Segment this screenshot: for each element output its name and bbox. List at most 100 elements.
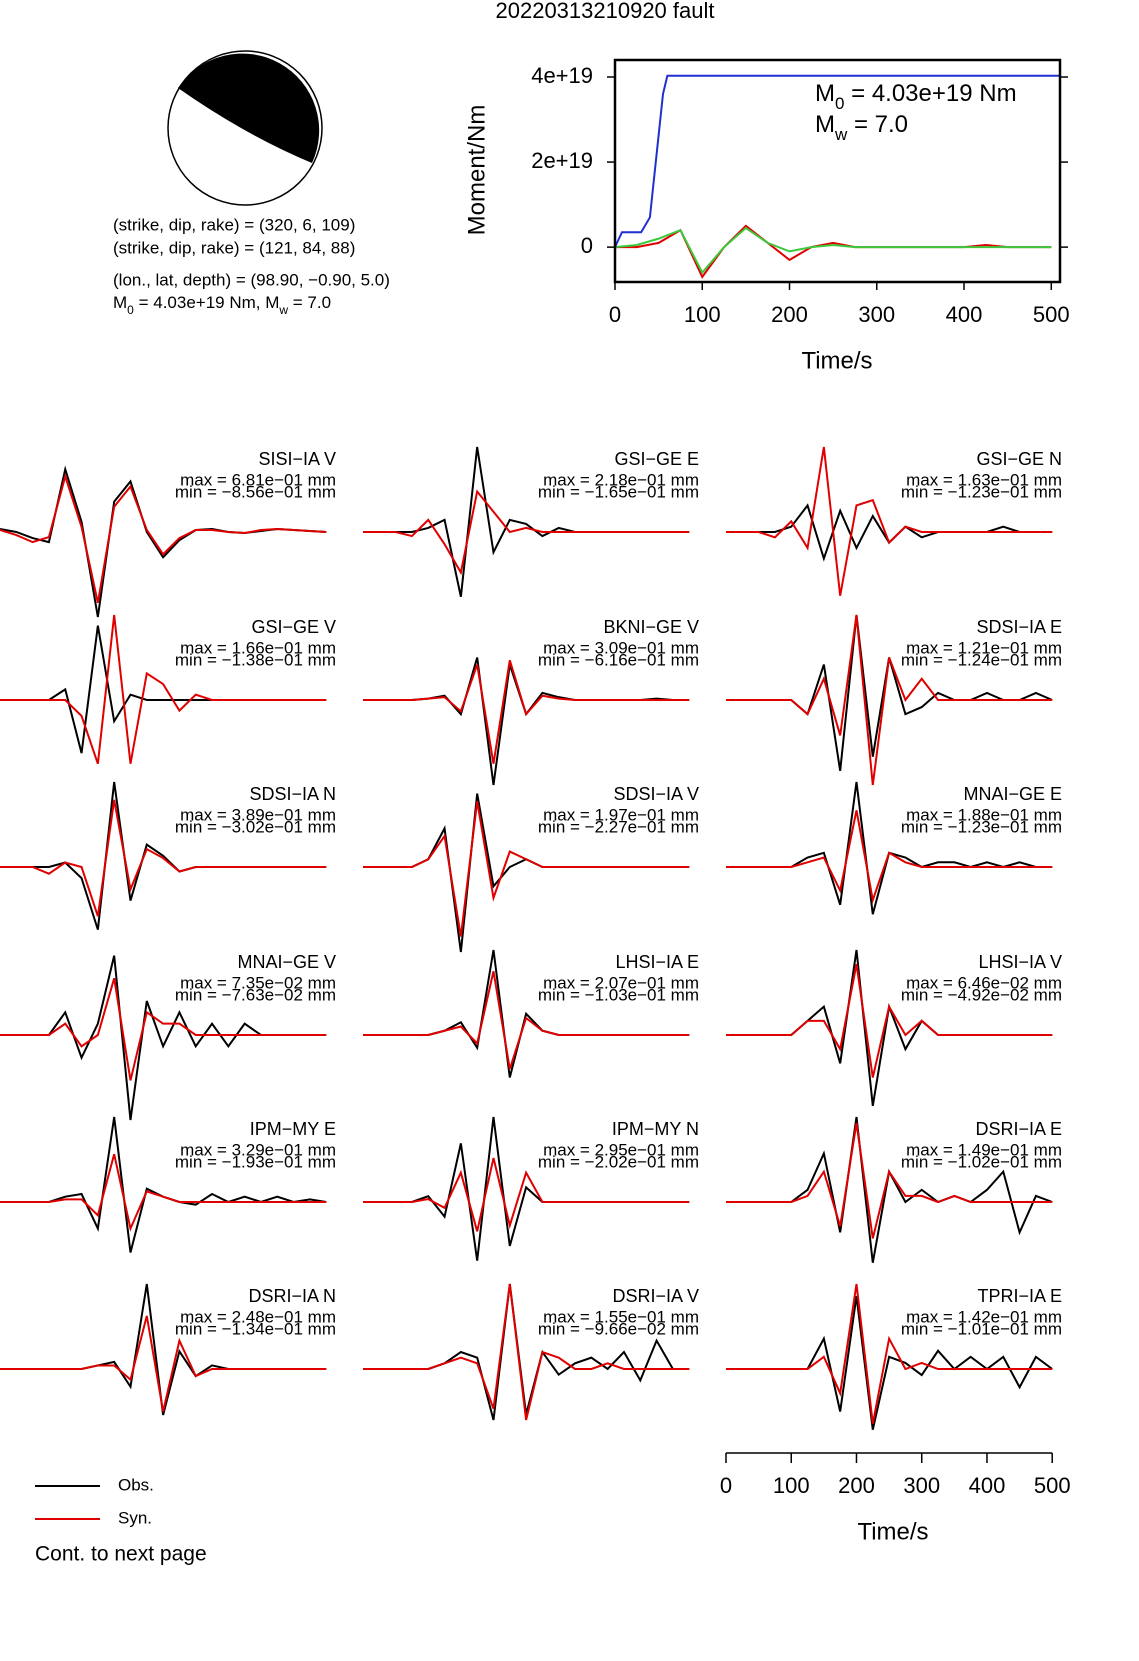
synthetic-trace: [0, 1153, 327, 1232]
station-label: TPRI−IA E: [977, 1286, 1062, 1306]
y-tick-label: 0: [581, 233, 593, 258]
footer-note: Cont. to next page: [35, 1543, 207, 1566]
max-label: max = 1.63e−01 mm: [906, 470, 1062, 489]
synthetic-trace: [726, 1122, 1053, 1239]
min-label: min = −1.24e−01 mm: [901, 650, 1062, 669]
station-label: DSRI−IA V: [612, 1286, 699, 1306]
min-label: min = −1.93e−01 mm: [175, 1152, 336, 1171]
moment-line: [614, 74, 1060, 248]
min-label: min = −1.23e−01 mm: [901, 482, 1062, 501]
max-label: max = 3.09e−01 mm: [543, 638, 699, 657]
subscript-text: Mw = 7.0: [815, 111, 908, 144]
focal-text: (strike, dip, rake) = (320, 6, 109): [113, 215, 355, 234]
synthetic-trace: [726, 963, 1053, 1078]
text-part: = 7.0: [288, 293, 331, 312]
synthetic-trace: [0, 472, 327, 604]
x-tick-label: 500: [1033, 302, 1070, 327]
station-label: GSI−GE N: [976, 449, 1062, 469]
x-tick-label: 0: [609, 302, 621, 327]
synthetic-trace: [726, 810, 1053, 904]
max-label: max = 2.48e−01 mm: [180, 1307, 336, 1326]
min-label: min = −1.01e−01 mm: [901, 1319, 1062, 1338]
station-label: LHSI−IA E: [615, 952, 699, 972]
max-label: max = 1.66e−01 mm: [180, 638, 336, 657]
min-label: min = −9.66e−02 mm: [538, 1319, 699, 1338]
x-tick-label: 200: [771, 302, 808, 327]
x-tick-label: 300: [903, 1473, 940, 1498]
min-label: min = −1.02e−01 mm: [901, 1152, 1062, 1171]
min-label: min = −2.27e−01 mm: [538, 817, 699, 836]
y-tick-label: 2e+19: [531, 148, 593, 173]
max-label: max = 1.55e−01 mm: [543, 1307, 699, 1326]
max-label: max = 2.18e−01 mm: [543, 470, 699, 489]
x-axis-label: Time/s: [857, 1518, 928, 1545]
y-tick-label: 4e+19: [531, 63, 593, 88]
x-tick-label: 400: [969, 1473, 1006, 1498]
max-label: max = 2.95e−01 mm: [543, 1140, 699, 1159]
subscript: 0: [835, 94, 844, 113]
x-tick-label: 100: [773, 1473, 810, 1498]
station-label: SDSI−IA V: [613, 784, 699, 804]
figure-title: 20220313210920 fault: [496, 0, 715, 23]
max-label: max = 1.42e−01 mm: [906, 1307, 1062, 1326]
station-label: SDSI−IA N: [249, 784, 336, 804]
synthetic-trace: [363, 660, 690, 764]
text-part: = 4.03e+19 Nm: [844, 80, 1016, 107]
x-tick-label: 0: [720, 1473, 732, 1498]
min-label: min = −3.02e−01 mm: [175, 817, 336, 836]
max-label: max = 1.21e−01 mm: [906, 638, 1062, 657]
plot-frame: [613, 58, 1062, 284]
station-label: BKNI−GE V: [603, 617, 699, 637]
beachball: [167, 50, 323, 206]
min-label: min = −6.16e−01 mm: [538, 650, 699, 669]
min-label: min = −7.63e−02 mm: [175, 985, 336, 1004]
text-part: = 4.03e+19 Nm, M: [134, 293, 280, 312]
moment-line: [614, 226, 1052, 275]
synthetic-trace: [726, 1283, 1053, 1424]
min-label: min = −8.56e−01 mm: [175, 482, 336, 501]
station-label: IPM−MY E: [250, 1119, 336, 1139]
synthetic-trace: [0, 978, 327, 1081]
station-label: IPM−MY N: [612, 1119, 699, 1139]
subscript: w: [834, 125, 848, 144]
synthetic-trace: [363, 971, 690, 1070]
x-tick-label: 300: [858, 302, 895, 327]
synthetic-trace: [363, 489, 690, 576]
legend-label: Obs.: [118, 1475, 154, 1494]
subscript: w: [278, 303, 288, 317]
subscript-text: M0 = 4.03e+19 Nm, Mw = 7.0: [113, 293, 331, 317]
x-axis-label: Time/s: [801, 347, 872, 374]
text-part: M: [113, 293, 127, 312]
synthetic-trace: [0, 799, 327, 917]
synthetic-trace: [726, 614, 1053, 786]
station-label: GSI−GE V: [251, 617, 336, 637]
y-axis-label: Moment/Nm: [463, 105, 490, 236]
station-label: DSRI−IA E: [975, 1119, 1062, 1139]
focal-text: (lon., lat, depth) = (98.90, −0.90, 5.0): [113, 270, 390, 289]
max-label: max = 2.07e−01 mm: [543, 973, 699, 992]
x-tick-label: 500: [1034, 1473, 1071, 1498]
x-tick-label: 400: [946, 302, 983, 327]
synthetic-trace: [363, 801, 690, 937]
station-label: SDSI−IA E: [976, 617, 1062, 637]
x-tick-label: 200: [838, 1473, 875, 1498]
text-part: M: [815, 111, 835, 138]
station-label: DSRI−IA N: [248, 1286, 336, 1306]
station-label: SISI−IA V: [258, 449, 336, 469]
min-label: min = −2.02e−01 mm: [538, 1152, 699, 1171]
station-label: LHSI−IA V: [978, 952, 1062, 972]
text-part: = 7.0: [847, 111, 908, 138]
synthetic-trace: [363, 1157, 690, 1232]
subscript-text: M0 = 4.03e+19 Nm: [815, 80, 1017, 113]
min-label: min = −1.38e−01 mm: [175, 650, 336, 669]
legend-label: Syn.: [118, 1508, 152, 1527]
station-label: MNAI−GE E: [963, 784, 1062, 804]
min-label: min = −1.03e−01 mm: [538, 985, 699, 1004]
max-label: max = 1.97e−01 mm: [543, 805, 699, 824]
max-label: max = 3.29e−01 mm: [180, 1140, 336, 1159]
max-label: max = 3.89e−01 mm: [180, 805, 336, 824]
min-label: min = −4.92e−02 mm: [901, 985, 1062, 1004]
synthetic-trace: [726, 446, 1053, 596]
min-label: min = −1.23e−01 mm: [901, 817, 1062, 836]
